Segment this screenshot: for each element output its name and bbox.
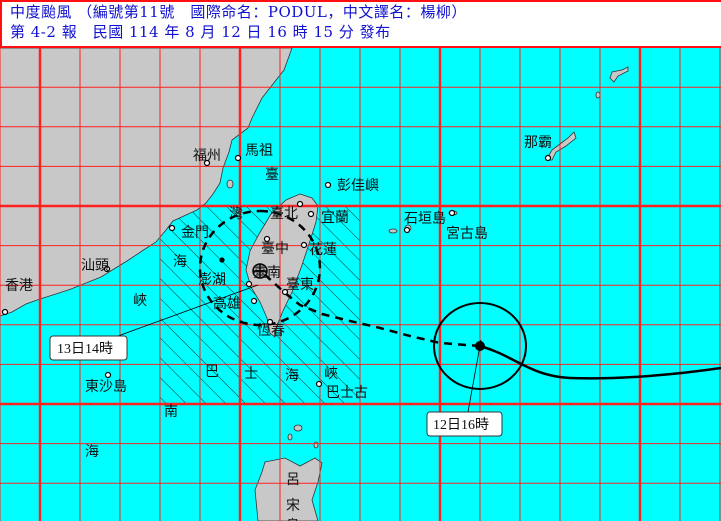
bulletin-header: 中度颱風 （編號第11號 國際命名：PODUL，中文譯名：楊柳） 第 4-2 報… bbox=[0, 0, 721, 48]
forecast-track-line bbox=[261, 271, 481, 348]
current-radius-circle bbox=[433, 302, 527, 390]
typhoon-track bbox=[117, 209, 721, 413]
current-label-leader bbox=[467, 339, 482, 413]
region-bashi-2: 士 bbox=[244, 366, 258, 382]
label-hualien: 花蓮 bbox=[309, 242, 337, 258]
region-strait-3: 海 bbox=[173, 254, 187, 270]
map-canvas: 福州 馬祖 彭佳嶼 臺北 宜蘭 臺中 花蓮 金門 澎湖 臺南 臺東 高雄 恆春 … bbox=[0, 48, 721, 521]
region-luzon-1: 呂 bbox=[286, 472, 300, 488]
land-okinawa bbox=[545, 131, 577, 161]
land-luzon bbox=[254, 457, 323, 521]
label-fuzhou: 福州 bbox=[193, 148, 221, 164]
label-yilan: 宜蘭 bbox=[321, 210, 349, 226]
label-pengjia: 彭佳嶼 bbox=[337, 178, 379, 194]
label-hongkong: 香港 bbox=[5, 278, 33, 294]
forecast-time-label: 13日14時 bbox=[57, 341, 113, 357]
forecast-time-callout: 13日14時 bbox=[49, 335, 128, 361]
typhoon-title: 中度颱風 （編號第11號 國際命名：PODUL，中文譯名：楊柳） bbox=[10, 3, 467, 21]
label-taitung: 臺東 bbox=[286, 277, 314, 293]
region-bashi-4: 峽 bbox=[324, 366, 338, 382]
label-taichung: 臺中 bbox=[261, 241, 289, 257]
label-matsu: 馬祖 bbox=[245, 143, 273, 159]
station-markers bbox=[1, 154, 552, 388]
current-time-callout: 12日16時 bbox=[426, 411, 503, 437]
label-miyako: 宮古島 bbox=[446, 226, 488, 242]
label-tainan: 臺南 bbox=[253, 265, 281, 281]
region-strait-2: 灣 bbox=[229, 206, 243, 222]
label-hengchun: 恆春 bbox=[257, 323, 285, 339]
label-naha: 那霸 bbox=[524, 135, 552, 151]
region-bashi-1: 巴 bbox=[205, 364, 219, 380]
observed-track-line bbox=[479, 344, 721, 380]
region-scs-1: 南 bbox=[164, 404, 178, 420]
label-ishigaki: 石垣島 bbox=[404, 211, 446, 227]
label-kaohsiung: 高雄 bbox=[213, 295, 241, 312]
forecast-position-icon bbox=[252, 263, 268, 279]
label-basco: 巴士古 bbox=[326, 385, 368, 401]
typhoon-center-marker bbox=[475, 341, 485, 351]
region-scs-2: 海 bbox=[85, 444, 99, 460]
region-strait-4: 峽 bbox=[133, 293, 147, 309]
label-shantou: 汕頭 bbox=[81, 258, 109, 274]
region-luzon-2: 宋 bbox=[286, 498, 300, 514]
land bbox=[0, 48, 629, 521]
lat-lon-grid bbox=[0, 48, 721, 521]
forecast-label-leader bbox=[117, 284, 259, 337]
label-taipei: 臺北 bbox=[270, 206, 298, 222]
forecast-radius-circle bbox=[198, 209, 322, 327]
land-china bbox=[0, 48, 293, 317]
label-penghu: 澎湖 bbox=[198, 272, 226, 288]
current-time-label: 12日16時 bbox=[433, 417, 489, 433]
region-bashi-3: 海 bbox=[285, 368, 299, 384]
label-kinmen: 金門 bbox=[181, 225, 209, 241]
land-amami bbox=[609, 66, 629, 83]
region-luzon-3: 島 bbox=[286, 518, 300, 521]
issue-info: 第 4-2 報 民國 114 年 8 月 12 日 16 時 15 分 發布 bbox=[10, 23, 391, 41]
label-dongsha: 東沙島 bbox=[85, 379, 127, 395]
land-taiwan bbox=[245, 193, 319, 338]
region-strait-1: 臺 bbox=[265, 167, 279, 183]
